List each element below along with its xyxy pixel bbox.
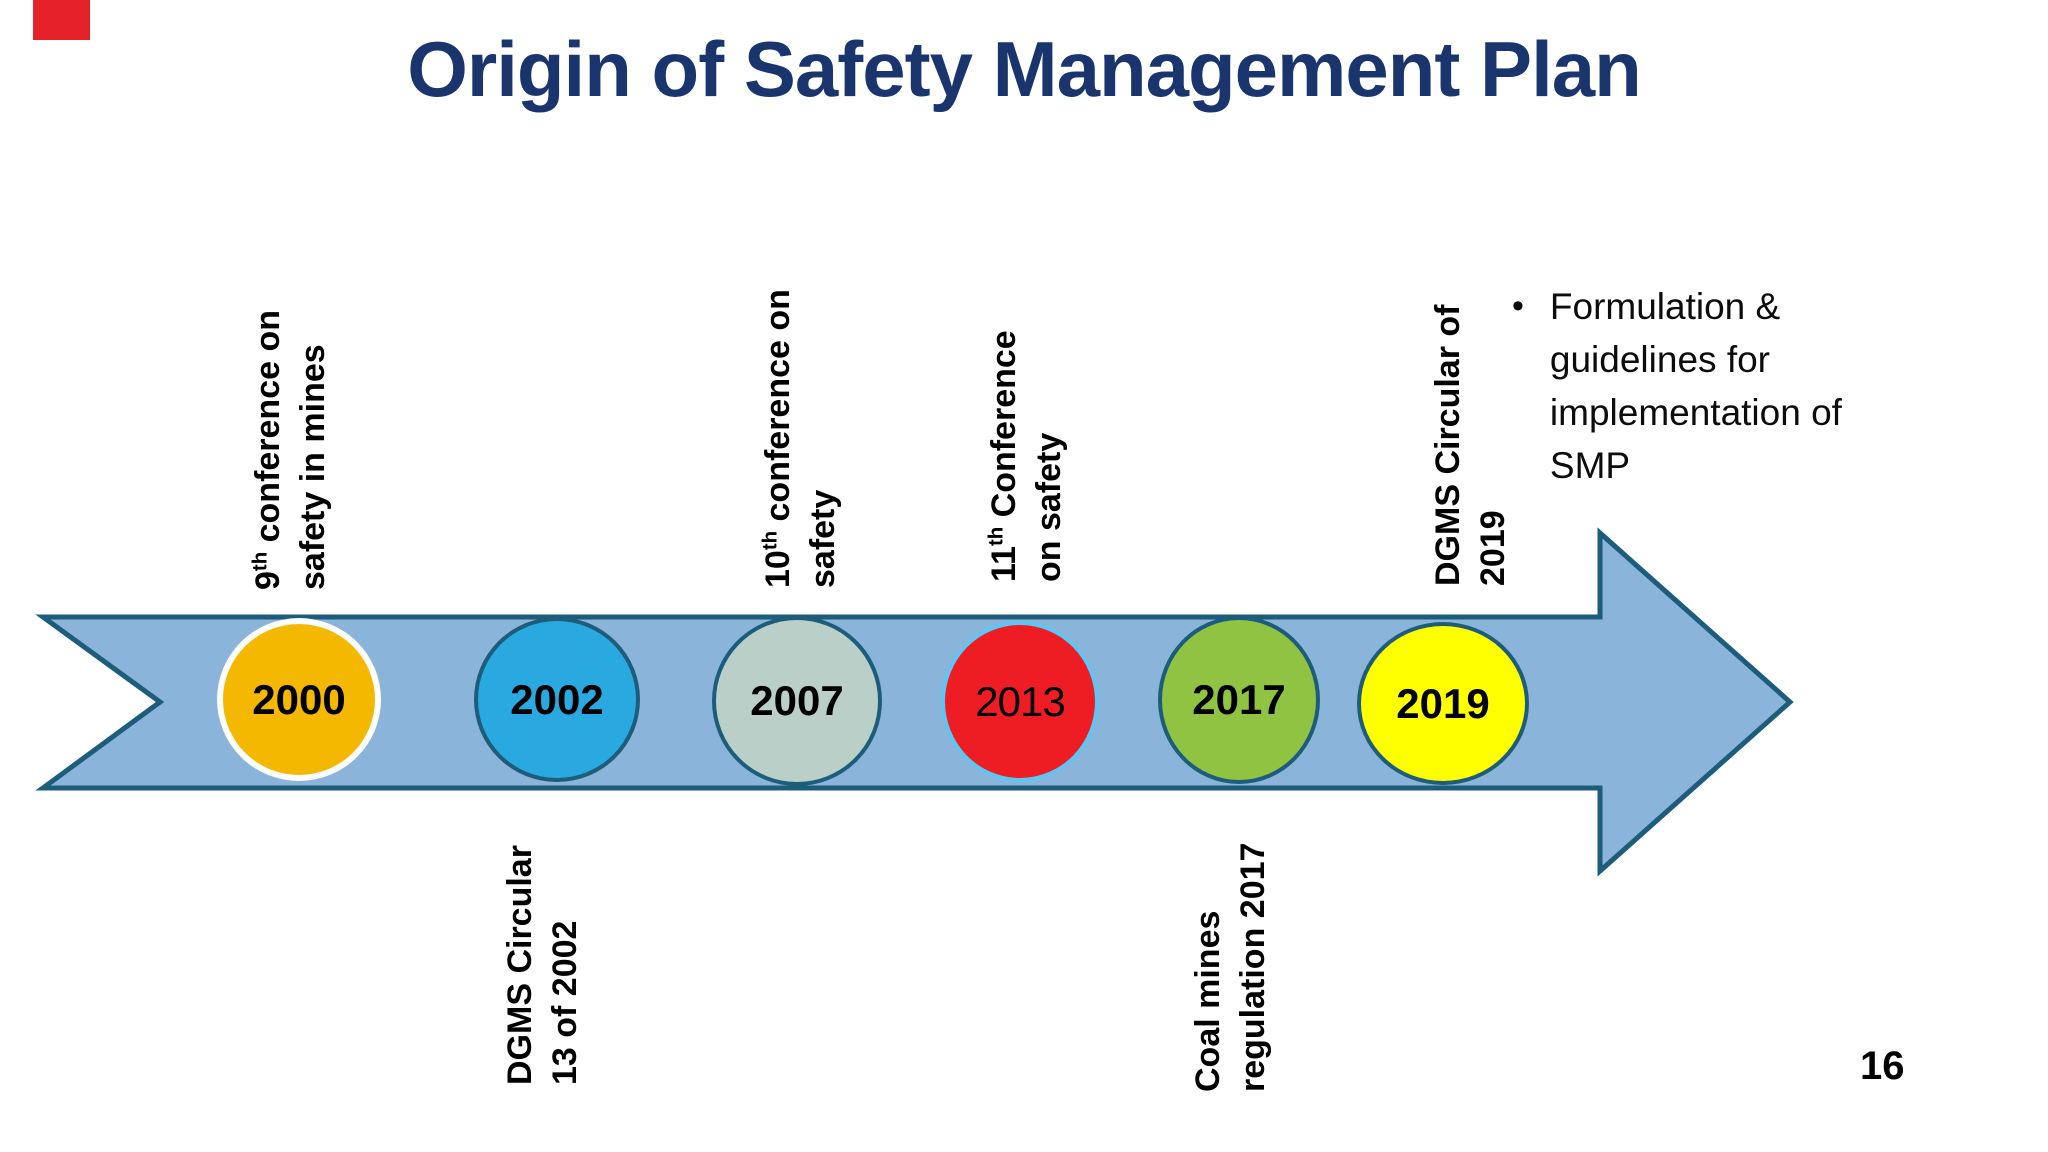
label-line: 10th conference on [759, 289, 797, 588]
note-line: implementation of [1549, 392, 1842, 433]
label-line: 2019 [1474, 510, 1512, 586]
timeline-label-dgms-circular-2002: DGMS Circular 13 of 2002 [498, 845, 588, 1085]
label-line: DGMS Circular [501, 845, 539, 1085]
label-line: DGMS Circular of [1429, 304, 1467, 586]
timeline-label-coal-mines-regulation: Coal mines regulation 2017 [1186, 843, 1276, 1092]
smp-note: • Formulation & guidelines for implement… [1512, 280, 1842, 492]
label-line: on safety [1030, 432, 1068, 582]
milestone-circle-2019: 2019 [1357, 622, 1529, 785]
timeline-label-dgms-circular-2019: DGMS Circular of 2019 [1426, 305, 1516, 586]
milestone-circle-2002: 2002 [474, 617, 640, 782]
label-line: safety in mines [294, 344, 332, 590]
note-line: guidelines for [1549, 339, 1770, 380]
milestone-year: 2007 [750, 677, 844, 724]
label-line: Coal mines [1189, 910, 1227, 1092]
bullet-marker: • [1512, 287, 1524, 325]
ordinal-superscript: th [759, 530, 782, 551]
milestone-circle-2013: 2013 [941, 621, 1099, 782]
note-text: Formulation & guidelines for implementat… [1550, 280, 1842, 492]
page-title: Origin of Safety Management Plan [407, 25, 1642, 113]
milestone-year: 2000 [252, 675, 346, 723]
note-line: SMP [1549, 445, 1631, 486]
ordinal-superscript: th [249, 551, 272, 572]
timeline-label-11th-conference: 11th Conference on safety [982, 330, 1072, 582]
label-line: 11th Conference [985, 330, 1023, 582]
milestone-year: 2019 [1396, 679, 1490, 727]
note-line: Formulation & [1549, 286, 1781, 327]
milestone-year: 2013 [975, 677, 1065, 725]
timeline-label-9th-conference: 9th conference on safety in mines [246, 310, 336, 590]
red-marker [33, 0, 90, 40]
label-line: safety [804, 489, 842, 588]
page-number: 16 [1860, 1044, 1905, 1088]
timeline-arrow-shape [35, 527, 1794, 877]
milestone-year: 2017 [1192, 676, 1286, 723]
milestone-circle-2000: 2000 [217, 618, 381, 781]
ordinal-superscript: th [985, 526, 1008, 547]
milestone-circle-2007: 2007 [712, 616, 882, 786]
timeline-label-10th-conference: 10th conference on safety [756, 289, 846, 588]
label-line: 13 of 2002 [546, 920, 584, 1085]
milestone-circle-2017: 2017 [1158, 616, 1320, 784]
label-line: 9th conference on [249, 309, 287, 590]
label-line: regulation 2017 [1234, 842, 1272, 1092]
milestone-year: 2002 [510, 675, 604, 723]
